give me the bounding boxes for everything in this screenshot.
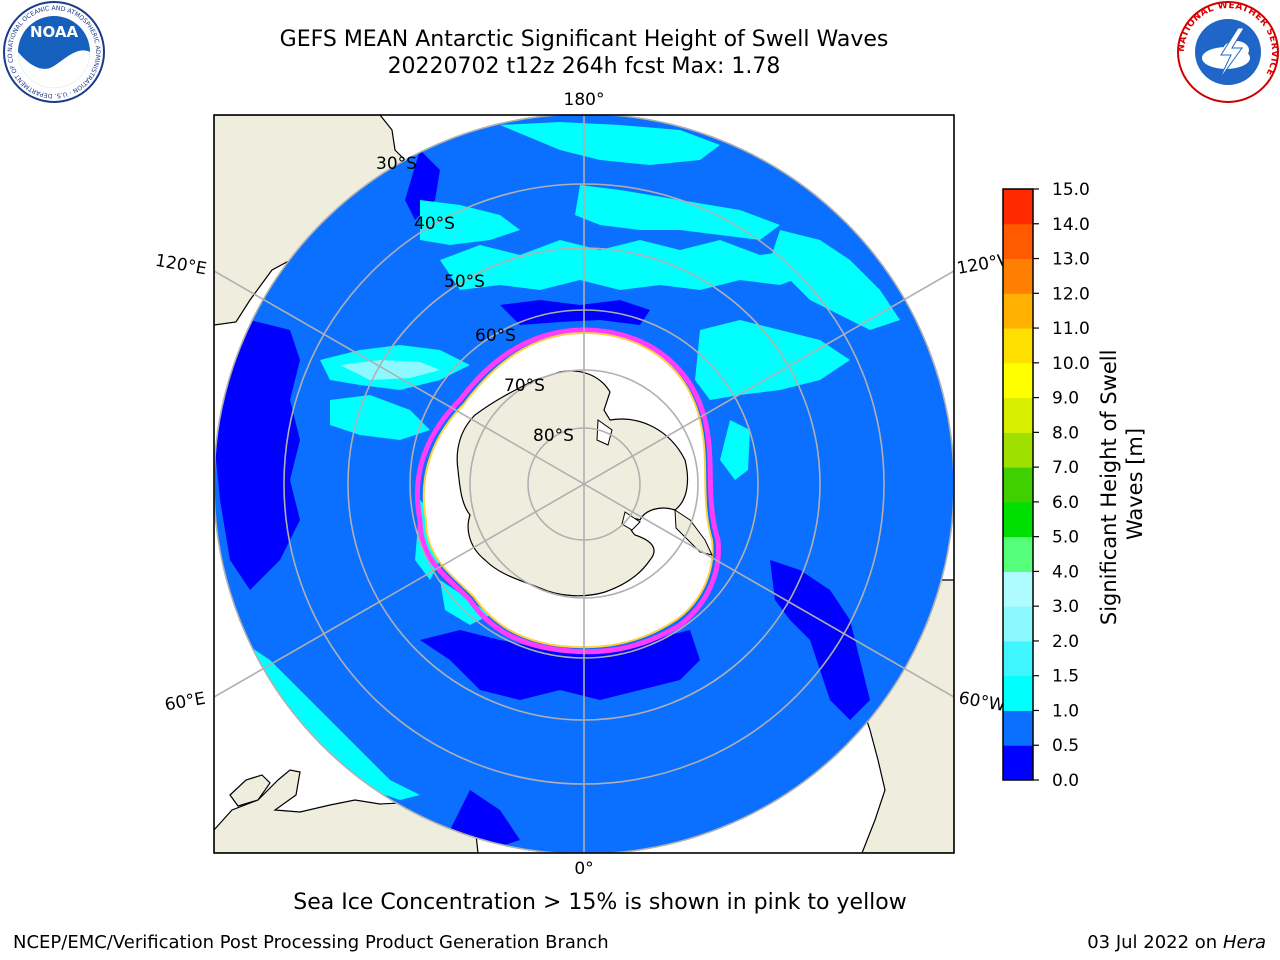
map-subtitle: 20220702 t12z 264h fcst Max: 1.78 xyxy=(387,54,781,79)
lat-label-80s: 80°S xyxy=(533,426,574,446)
sea-ice-note: Sea Ice Concentration > 15% is shown in … xyxy=(293,890,907,915)
nws-logo: NATIONAL WEATHER SERVICE xyxy=(1177,1,1279,103)
footer-machine: Hera xyxy=(1222,932,1266,953)
lon-label-180: 180° xyxy=(564,90,605,110)
lon-label-120w: 120°W xyxy=(955,249,1016,279)
footer-date: 03 Jul 2022 on Hera xyxy=(1087,932,1266,953)
graticule xyxy=(214,115,954,853)
footer-credit: NCEP/EMC/Verification Post Processing Pr… xyxy=(13,932,609,953)
map-frame xyxy=(213,114,955,854)
lon-label-120e: 120°E xyxy=(154,251,208,280)
lon-label-0: 0° xyxy=(574,859,593,879)
lon-label-60w: 60°W xyxy=(957,688,1007,716)
noaa-logo-text: NOAA xyxy=(30,23,79,41)
lat-label-50s: 50°S xyxy=(444,272,485,292)
lat-label-30s: 30°S xyxy=(376,154,417,174)
noaa-logo: NOAA NATIONAL OCEANIC AND ATMOSPHERIC AD… xyxy=(2,0,105,103)
lat-label-40s: 40°S xyxy=(414,214,455,234)
sea-ice-edge xyxy=(414,327,721,655)
lat-label-60s: 60°S xyxy=(475,326,516,346)
map-title: GEFS MEAN Antarctic Significant Height o… xyxy=(279,27,889,52)
lat-label-70s: 70°S xyxy=(504,376,545,396)
antarctica xyxy=(456,370,689,597)
lon-label-60e: 60°E xyxy=(163,689,207,716)
